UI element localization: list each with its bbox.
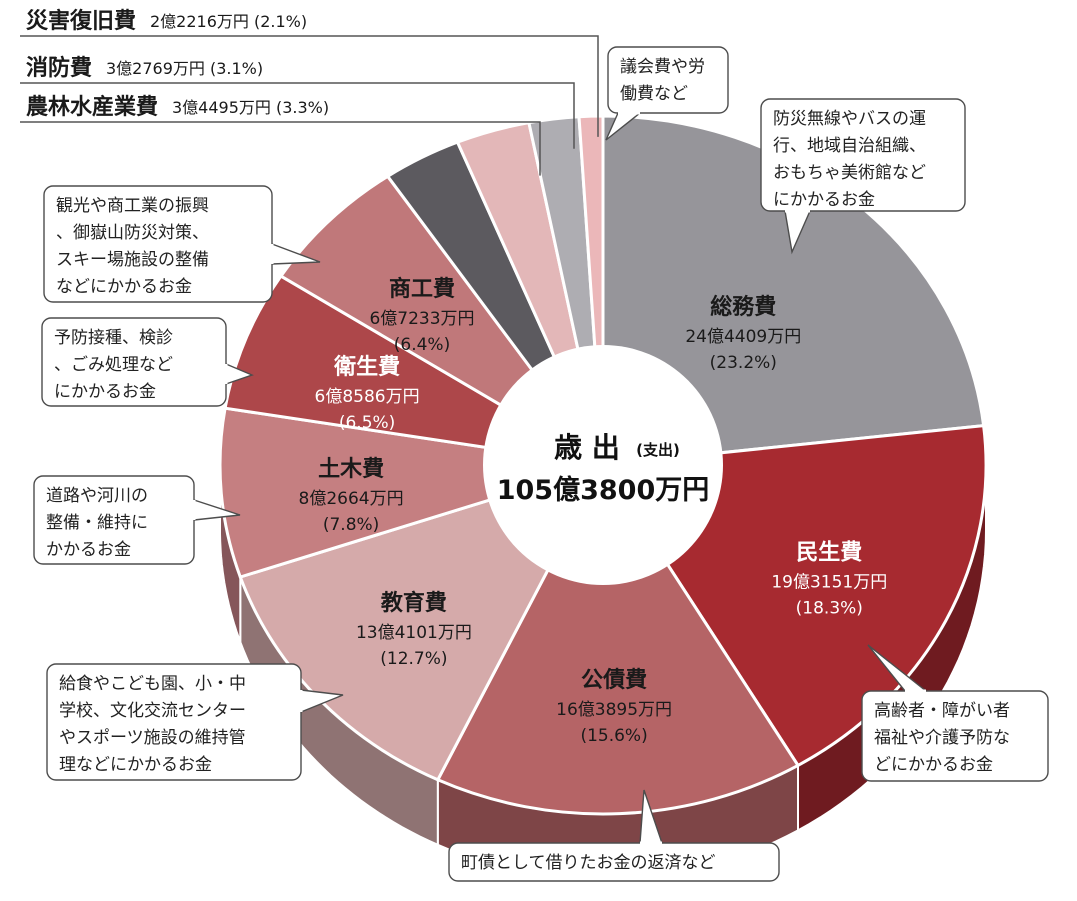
callout-tail-1 xyxy=(867,644,927,692)
center-subtitle: (支出) xyxy=(636,441,680,459)
callout-text-2: 町債として借りたお金の返済など xyxy=(461,853,716,873)
slice-4 xyxy=(218,406,605,579)
slice-amount-label-4: 8億2664万円 xyxy=(299,489,404,509)
callout-10: 議会費や労働費など xyxy=(605,46,729,141)
callout-box-10 xyxy=(607,46,729,114)
slice-name-label-2: 公債費 xyxy=(581,668,647,693)
callout-line: どにかかるお金 xyxy=(874,755,993,775)
slice-amount-label-1: 19億3151万円 xyxy=(771,573,887,593)
callout-tail-6 xyxy=(271,243,321,265)
slice-name-label-1: 民生費 xyxy=(796,541,862,566)
callout-line: 福祉や介護予防な xyxy=(874,728,1010,748)
small-slice-list: 災害復旧費 2億2216万円 (2.1%) 消防費 3億2769万円 (3.1%) 農林… xyxy=(26,8,329,120)
callout-group: 防災無線やバスの運行、地域自治組織、おもちゃ美術館などにかかるお金高齢者・障がい… xyxy=(33,46,1049,882)
callout-line: 防災無線やバスの運 xyxy=(773,109,926,129)
slice-name-label-0: 総務費 xyxy=(710,294,776,320)
callout-text-10: 議会費や労働費など xyxy=(620,57,705,104)
callout-tail-4 xyxy=(193,499,241,521)
slice-percent-label-3: (12.7%) xyxy=(380,649,447,669)
callout-6: 観光や商工業の振興、御嶽山防災対策、スキー場施設の整備などにかかるお金 xyxy=(43,185,321,303)
slice-amount-label-5: 6億8586万円 xyxy=(315,387,420,407)
slice-percent-label-2: (15.6%) xyxy=(580,726,647,746)
callout-box-2 xyxy=(448,842,780,882)
center-hole xyxy=(483,345,723,585)
slice-label-group: 総務費 24億4409万円 (23.2%) 民生費 19億3151万円 (18.3%) 公債… xyxy=(299,276,888,746)
legend-leader-7 xyxy=(20,121,541,176)
callout-line: 予防接種、検診 xyxy=(54,328,173,348)
callout-line: 行、地域自治組織、 xyxy=(773,136,926,156)
slice-percent-label-5: (6.5%) xyxy=(339,413,395,433)
callout-4: 道路や河川の整備・維持にかかるお金 xyxy=(33,475,241,565)
legend-value-7: 3億4495万円 (3.3%) xyxy=(172,98,329,117)
callout-3: 給食やこども園、小・中学校、文化交流センターやスポーツ施設の維持管理などにかかる… xyxy=(46,663,344,781)
slice-amount-label-2: 16億3895万円 xyxy=(556,700,672,720)
leader-line-group xyxy=(20,35,599,176)
callout-line: 観光や商工業の振興 xyxy=(56,196,209,216)
callout-line: 議会費や労 xyxy=(620,57,705,77)
callout-line: 町債として借りたお金の返済など xyxy=(461,853,716,873)
callout-text-5: 予防接種、検診、ごみ処理などにかかるお金 xyxy=(54,328,173,402)
callout-line: 給食やこども園、小・中 xyxy=(59,674,246,694)
callout-tail-10 xyxy=(605,112,641,141)
legend-leader-8 xyxy=(20,82,575,149)
slice-name-label-4: 土木費 xyxy=(318,457,384,482)
slice-percent-label-6: (6.4%) xyxy=(394,335,450,355)
slice-2 xyxy=(436,463,800,816)
callout-line: スキー場施設の整備 xyxy=(56,250,209,270)
callout-0: 防災無線やバスの運行、地域自治組織、おもちゃ美術館などにかかるお金 xyxy=(760,98,966,255)
callout-line: 理などにかかるお金 xyxy=(59,755,212,775)
callout-text-6: 観光や商工業の振興、御嶽山防災対策、スキー場施設の整備などにかかるお金 xyxy=(56,196,209,297)
callout-text-1: 高齢者・障がい者福祉や介護予防などにかかるお金 xyxy=(874,701,1010,775)
callout-tail-5 xyxy=(225,363,254,385)
slice-name-label-3: 教育費 xyxy=(381,590,447,616)
callout-line: やスポーツ施設の維持管 xyxy=(59,728,246,748)
callout-line: にかかるお金 xyxy=(773,190,875,210)
callout-line: 、ごみ処理など xyxy=(54,355,173,375)
callout-5: 予防接種、検診、ごみ処理などにかかるお金 xyxy=(41,317,254,407)
callout-line: 働費など xyxy=(620,84,688,104)
legend-value-8: 3億2769万円 (3.1%) xyxy=(106,59,263,78)
callout-box-3 xyxy=(46,663,302,781)
slice-percent-label-1: (18.3%) xyxy=(796,599,863,619)
slice-amount-label-3: 13億4101万円 xyxy=(356,623,472,643)
slice-percent-label-0: (23.2%) xyxy=(710,353,777,373)
center-total: 105億3800万円 xyxy=(497,475,710,506)
slice-amount-label-6: 6億7233万円 xyxy=(369,309,474,329)
callout-line: にかかるお金 xyxy=(54,382,156,402)
legend-name-7: 農林水産業費 xyxy=(26,94,158,120)
callout-1: 高齢者・障がい者福祉や介護予防などにかかるお金 xyxy=(861,644,1049,782)
pie-top-group xyxy=(218,114,988,816)
callout-line: 学校、文化交流センター xyxy=(59,701,246,721)
center-label-group: 歳 出 (支出) 105億3800万円 xyxy=(497,431,710,506)
callout-box-0 xyxy=(760,98,966,212)
callout-line: などにかかるお金 xyxy=(56,277,192,297)
callout-box-5 xyxy=(41,317,227,407)
callout-line: 高齢者・障がい者 xyxy=(874,701,1010,721)
callout-line: かかるお金 xyxy=(46,540,131,560)
legend-name-8: 消防費 xyxy=(26,56,92,81)
callout-tail-2 xyxy=(639,789,663,844)
callout-line: 整備・維持に xyxy=(46,513,148,533)
center-title: 歳 出 xyxy=(554,431,620,464)
slice-amount-label-0: 24億4409万円 xyxy=(685,327,801,347)
callout-line: 道路や河川の xyxy=(46,486,148,506)
legend-name-9: 災害復旧費 xyxy=(26,8,136,34)
callout-2: 町債として借りたお金の返済など xyxy=(448,789,780,882)
slice-percent-label-4: (7.8%) xyxy=(323,515,379,535)
callout-text-4: 道路や河川の整備・維持にかかるお金 xyxy=(46,486,148,560)
callout-line: おもちゃ美術館など xyxy=(773,163,926,183)
callout-box-1 xyxy=(861,690,1049,782)
legend-value-9: 2億2216万円 (2.1%) xyxy=(150,12,307,31)
callout-text-3: 給食やこども園、小・中学校、文化交流センターやスポーツ施設の維持管理などにかかる… xyxy=(59,674,246,775)
callout-line: 、御嶽山防災対策、 xyxy=(56,223,209,243)
slice-name-label-5: 衛生費 xyxy=(333,354,400,380)
callout-tail-3 xyxy=(300,689,344,713)
slice-name-label-6: 商工費 xyxy=(389,276,455,302)
legend-leader-9 xyxy=(20,35,599,137)
callout-tail-0 xyxy=(784,210,811,255)
callout-text-0: 防災無線やバスの運行、地域自治組織、おもちゃ美術館などにかかるお金 xyxy=(773,109,926,210)
